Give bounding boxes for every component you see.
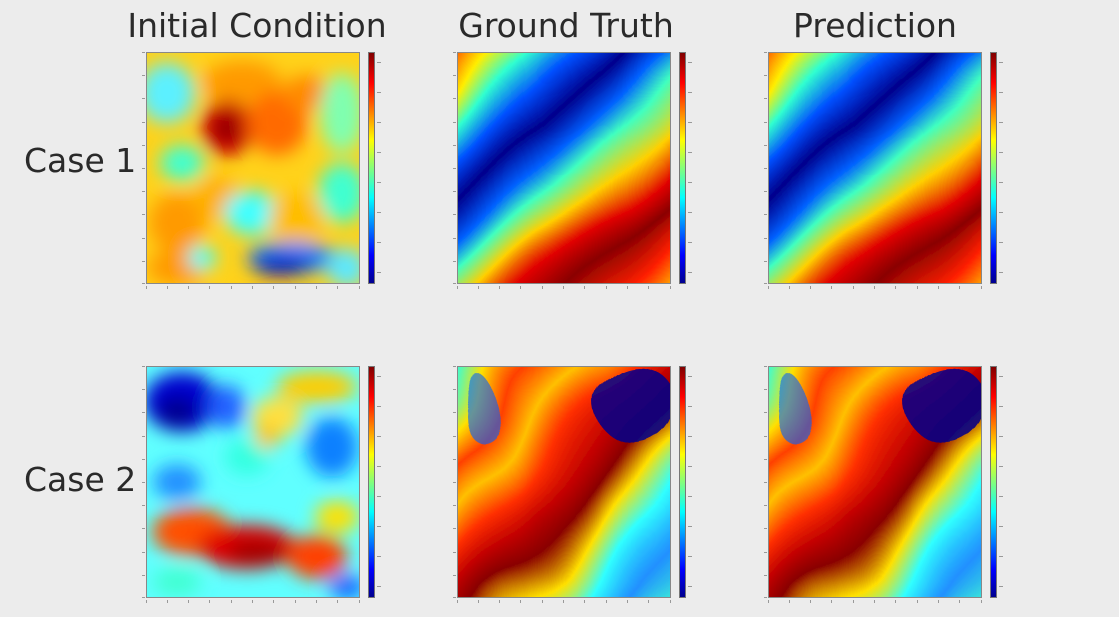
x-axis-ticks [146,286,360,292]
colorbar [679,366,686,598]
x-axis-ticks [768,600,982,606]
plot-case2-initial-condition [142,366,383,616]
heatmap-case2-ground-truth [457,366,671,598]
column-title-initial-condition: Initial Condition [127,6,387,45]
y-axis-ticks [140,52,145,284]
y-axis-ticks [762,366,767,598]
colorbar-ticks [999,52,1005,284]
colorbar-ticks [999,366,1005,598]
row-label-case-1: Case 1 [24,141,137,180]
plot-case2-prediction [764,366,1005,616]
y-axis-ticks [140,366,145,598]
y-axis-ticks [451,52,456,284]
colorbar-ticks [377,366,383,598]
colorbar-ticks [377,52,383,284]
colorbar [990,52,997,284]
x-axis-ticks [457,600,671,606]
column-title-ground-truth: Ground Truth [458,6,674,45]
heatmap-case1-ground-truth [457,52,671,284]
row-label-case-2: Case 2 [24,460,137,499]
y-axis-ticks [762,52,767,284]
colorbar-ticks [688,52,694,284]
y-axis-ticks [451,366,456,598]
plot-case1-ground-truth [453,52,694,302]
colorbar [368,52,375,284]
heatmap-case2-initial [146,366,360,598]
heatmap-case1-prediction [768,52,982,284]
colorbar-ticks [688,366,694,598]
x-axis-ticks [146,600,360,606]
x-axis-ticks [457,286,671,292]
column-title-prediction: Prediction [793,6,957,45]
plot-case1-initial-condition [142,52,383,302]
colorbar [990,366,997,598]
heatmap-case1-initial [146,52,360,284]
plot-case1-prediction [764,52,1005,302]
plot-case2-ground-truth [453,366,694,616]
colorbar [679,52,686,284]
colorbar [368,366,375,598]
x-axis-ticks [768,286,982,292]
heatmap-case2-prediction [768,366,982,598]
